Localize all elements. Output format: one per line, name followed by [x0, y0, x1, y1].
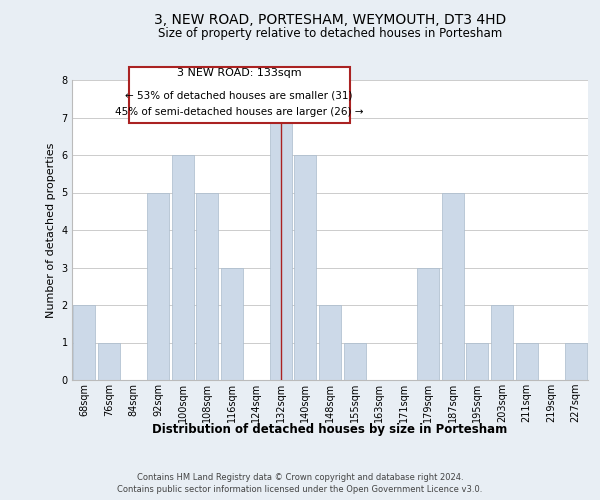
- Bar: [270, 118, 292, 380]
- Bar: [565, 342, 587, 380]
- Bar: [319, 305, 341, 380]
- Text: Contains public sector information licensed under the Open Government Licence v3: Contains public sector information licen…: [118, 485, 482, 494]
- Bar: [295, 155, 316, 380]
- Bar: [344, 342, 365, 380]
- Bar: [221, 268, 243, 380]
- Text: Distribution of detached houses by size in Portesham: Distribution of detached houses by size …: [152, 422, 508, 436]
- Bar: [147, 192, 169, 380]
- Bar: [491, 305, 513, 380]
- Bar: [417, 268, 439, 380]
- Text: Contains HM Land Registry data © Crown copyright and database right 2024.: Contains HM Land Registry data © Crown c…: [137, 472, 463, 482]
- Bar: [172, 155, 194, 380]
- Bar: [98, 342, 120, 380]
- Text: 45% of semi-detached houses are larger (26) →: 45% of semi-detached houses are larger (…: [115, 107, 364, 117]
- Text: ← 53% of detached houses are smaller (31): ← 53% of detached houses are smaller (31…: [125, 90, 353, 100]
- Bar: [128, 67, 350, 123]
- Y-axis label: Number of detached properties: Number of detached properties: [46, 142, 56, 318]
- Text: 3, NEW ROAD, PORTESHAM, WEYMOUTH, DT3 4HD: 3, NEW ROAD, PORTESHAM, WEYMOUTH, DT3 4H…: [154, 12, 506, 26]
- Bar: [196, 192, 218, 380]
- Text: Size of property relative to detached houses in Portesham: Size of property relative to detached ho…: [158, 28, 502, 40]
- Bar: [466, 342, 488, 380]
- Bar: [73, 305, 95, 380]
- Text: 3 NEW ROAD: 133sqm: 3 NEW ROAD: 133sqm: [177, 68, 301, 78]
- Bar: [442, 192, 464, 380]
- Bar: [515, 342, 538, 380]
